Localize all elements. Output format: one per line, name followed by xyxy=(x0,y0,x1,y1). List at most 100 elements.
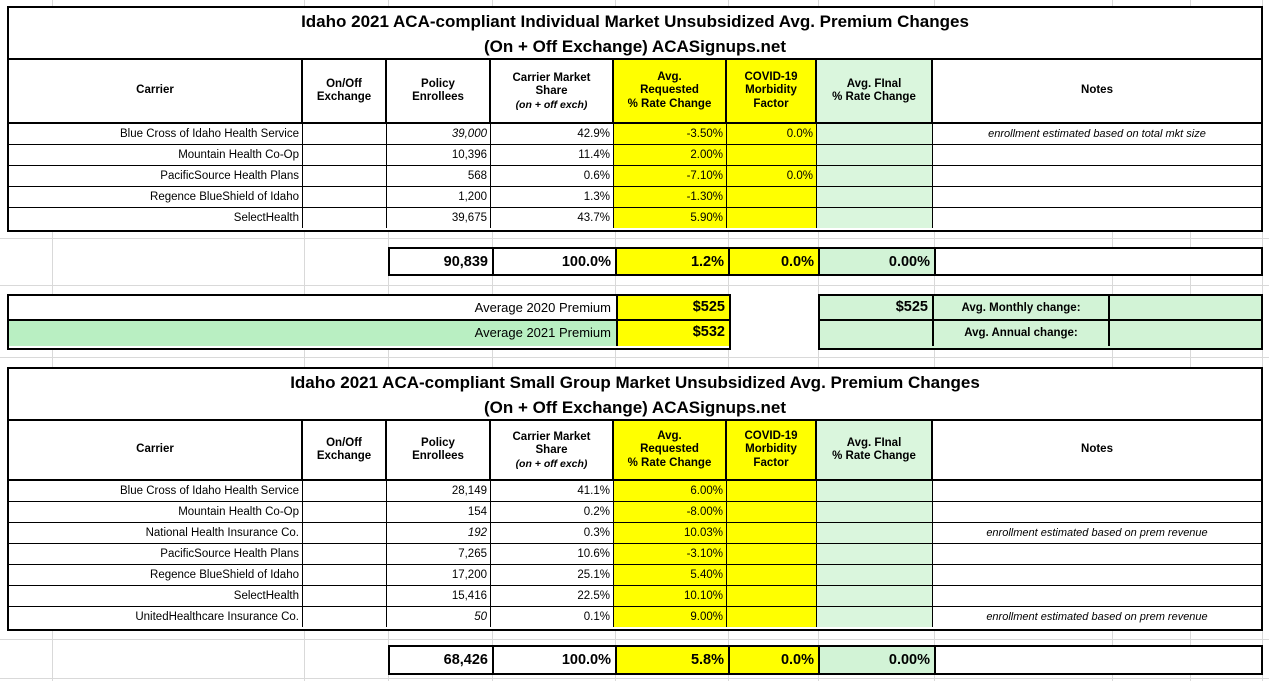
cell-carrier[interactable]: Regence BlueShield of Idaho xyxy=(9,187,303,208)
cell-enrollees[interactable]: 17,200 xyxy=(387,565,491,586)
total-enrollees-cell[interactable]: 68,426 xyxy=(390,647,494,673)
cell-covid-factor[interactable] xyxy=(727,187,817,208)
header-cell-enrollees[interactable]: Policy Enrollees xyxy=(387,421,491,479)
cell-exchange[interactable] xyxy=(303,187,387,208)
cell-market-share[interactable]: 0.1% xyxy=(491,607,614,627)
cell-final-rate[interactable] xyxy=(817,607,933,627)
cell-enrollees[interactable]: 15,416 xyxy=(387,586,491,607)
cell-final-rate[interactable] xyxy=(817,187,933,208)
cell-notes[interactable] xyxy=(933,544,1261,565)
header-cell-market-share[interactable]: Carrier Market Share (on + off exch) xyxy=(491,421,614,479)
cell-notes[interactable] xyxy=(933,166,1261,187)
cell-carrier[interactable]: National Health Insurance Co. xyxy=(9,523,303,544)
cell-exchange[interactable] xyxy=(303,166,387,187)
cell-final-rate[interactable] xyxy=(817,502,933,523)
total-market-share-cell[interactable]: 100.0% xyxy=(494,249,617,274)
cell-final-rate[interactable] xyxy=(817,124,933,145)
change-value-cell[interactable]: $525 xyxy=(820,296,934,319)
cell-requested-rate[interactable]: 5.40% xyxy=(614,565,727,586)
cell-notes[interactable]: enrollment estimated based on prem reven… xyxy=(986,611,1208,623)
cell-notes[interactable] xyxy=(933,502,1261,523)
cell-requested-rate[interactable]: 10.10% xyxy=(614,586,727,607)
premium-value-cell[interactable]: $525 xyxy=(616,296,729,319)
cell-requested-rate[interactable]: -3.50% xyxy=(614,124,727,145)
cell-requested-rate[interactable]: 2.00% xyxy=(614,145,727,166)
cell-enrollees[interactable]: 1,200 xyxy=(387,187,491,208)
cell-market-share[interactable]: 22.5% xyxy=(491,586,614,607)
cell-final-rate[interactable] xyxy=(817,586,933,607)
cell-carrier[interactable]: SelectHealth xyxy=(9,586,303,607)
header-cell-exchange[interactable]: On/Off Exchange xyxy=(303,60,387,122)
cell-notes[interactable] xyxy=(933,187,1261,208)
cell-enrollees[interactable]: 28,149 xyxy=(387,481,491,502)
cell-carrier[interactable]: SelectHealth xyxy=(9,208,303,228)
cell-carrier[interactable]: Mountain Health Co-Op xyxy=(9,145,303,166)
change-label[interactable]: Avg. Monthly change: xyxy=(934,296,1110,319)
cell-carrier[interactable]: Blue Cross of Idaho Health Service xyxy=(9,124,303,145)
cell-requested-rate[interactable]: 5.90% xyxy=(614,208,727,228)
cell-enrollees[interactable]: 39,000 xyxy=(387,124,491,145)
cell-requested-rate[interactable]: -8.00% xyxy=(614,502,727,523)
cell-exchange[interactable] xyxy=(303,145,387,166)
cell-covid-factor[interactable] xyxy=(727,208,817,228)
cell-final-rate[interactable] xyxy=(817,544,933,565)
cell-covid-factor[interactable] xyxy=(727,481,817,502)
header-cell-exchange[interactable]: On/Off Exchange xyxy=(303,421,387,479)
header-cell-final-rate[interactable]: Avg. FInal% Rate Change xyxy=(817,421,933,479)
cell-enrollees[interactable]: 10,396 xyxy=(387,145,491,166)
cell-requested-rate[interactable]: 9.00% xyxy=(614,607,727,627)
total-requested-rate-cell[interactable]: 1.2% xyxy=(617,249,730,274)
cell-market-share[interactable]: 10.6% xyxy=(491,544,614,565)
cell-final-rate[interactable] xyxy=(817,523,933,544)
premium-value-cell[interactable]: $532 xyxy=(616,321,729,346)
cell-covid-factor[interactable] xyxy=(727,145,817,166)
cell-exchange[interactable] xyxy=(303,523,387,544)
cell-covid-factor[interactable]: 0.0% xyxy=(727,124,817,145)
cell-carrier[interactable]: PacificSource Health Plans xyxy=(9,166,303,187)
cell-carrier[interactable]: Blue Cross of Idaho Health Service xyxy=(9,481,303,502)
total-market-share-cell[interactable]: 100.0% xyxy=(494,647,617,673)
header-cell-notes[interactable]: Notes xyxy=(933,421,1261,479)
cell-enrollees[interactable]: 192 xyxy=(387,523,491,544)
cell-covid-factor[interactable] xyxy=(727,502,817,523)
cell-notes[interactable]: enrollment estimated based on prem reven… xyxy=(933,523,1261,544)
cell-enrollees[interactable]: 154 xyxy=(387,502,491,523)
header-cell-covid-factor[interactable]: COVID-19 Morbidity Factor xyxy=(727,60,817,122)
cell-notes[interactable] xyxy=(933,565,1261,586)
cell-final-rate[interactable] xyxy=(817,481,933,502)
cell-enrollees[interactable]: 568 xyxy=(387,166,491,187)
header-cell-carrier[interactable]: Carrier xyxy=(9,60,303,122)
total-final-rate-cell[interactable]: 0.00% xyxy=(820,249,936,274)
cell-covid-factor[interactable] xyxy=(727,586,817,607)
header-cell-requested-rate[interactable]: Avg. Requested% Rate Change xyxy=(614,60,727,122)
cell-exchange[interactable] xyxy=(303,544,387,565)
cell-covid-factor[interactable] xyxy=(727,544,817,565)
change-value-cell[interactable] xyxy=(820,321,934,346)
cell-market-share[interactable]: 43.7% xyxy=(491,208,614,228)
total-enrollees-cell[interactable]: 90,839 xyxy=(390,249,494,274)
cell-carrier[interactable]: PacificSource Health Plans xyxy=(9,544,303,565)
cell-carrier[interactable]: UnitedHealthcare Insurance Co. xyxy=(9,607,303,627)
cell-notes[interactable]: enrollment estimated based on total mkt … xyxy=(933,124,1261,145)
cell-covid-factor[interactable] xyxy=(727,523,817,544)
cell-final-rate[interactable] xyxy=(817,208,933,228)
cell-requested-rate[interactable]: -7.10% xyxy=(614,166,727,187)
cell-notes[interactable] xyxy=(933,145,1261,166)
cell-exchange[interactable] xyxy=(303,586,387,607)
cell-enrollees[interactable]: 50 xyxy=(387,607,491,627)
cell-market-share[interactable]: 1.3% xyxy=(491,187,614,208)
cell-exchange[interactable] xyxy=(303,607,387,627)
change-input-cell[interactable] xyxy=(1110,321,1261,346)
cell-market-share[interactable]: 0.3% xyxy=(491,523,614,544)
header-cell-carrier[interactable]: Carrier xyxy=(9,421,303,479)
cell-carrier[interactable]: Regence BlueShield of Idaho xyxy=(9,565,303,586)
header-cell-final-rate[interactable]: Avg. FInal% Rate Change xyxy=(817,60,933,122)
total-covid-factor-cell[interactable]: 0.0% xyxy=(730,647,820,673)
cell-market-share[interactable]: 42.9% xyxy=(491,124,614,145)
cell-exchange[interactable] xyxy=(303,502,387,523)
cell-exchange[interactable] xyxy=(303,481,387,502)
header-cell-covid-factor[interactable]: COVID-19 Morbidity Factor xyxy=(727,421,817,479)
total-notes-cell[interactable] xyxy=(936,647,1261,673)
cell-covid-factor[interactable]: 0.0% xyxy=(727,166,817,187)
cell-covid-factor[interactable] xyxy=(727,607,817,627)
